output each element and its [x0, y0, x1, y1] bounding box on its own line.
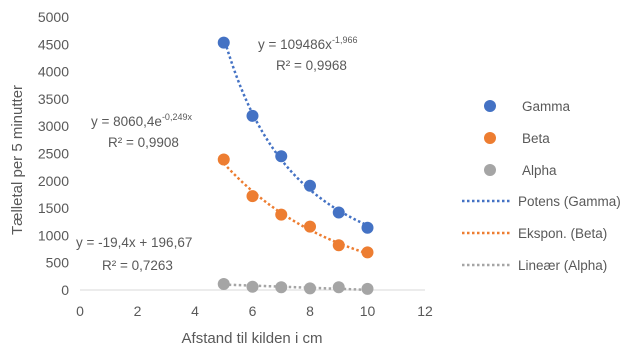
legend-label-alpha-trend: Lineær (Alpha): [518, 258, 607, 273]
data-point-gamma: [275, 150, 288, 163]
y-tick-labels: 0 500 1000 1500 2000 2500 3000 3500 4000 4500 5000: [38, 9, 69, 298]
beta-equation: y = 8060,4e-0,249x: [91, 112, 192, 129]
y-tick-label: 3500: [38, 91, 69, 107]
legend-label-alpha: Alpha: [522, 163, 557, 178]
legend-label-beta: Beta: [522, 131, 550, 146]
legend-marker-gamma: [484, 100, 496, 112]
x-tick-label: 12: [417, 303, 433, 319]
data-point-gamma: [332, 206, 345, 219]
trendline: [222, 37, 369, 227]
y-tick-label: 4500: [38, 36, 69, 52]
y-tick-label: 2000: [38, 173, 69, 189]
y-tick-label: 1000: [38, 227, 69, 243]
beta-r2: R² = 0,9908: [108, 135, 179, 150]
gamma-r2: R² = 0,9968: [276, 58, 347, 73]
x-tick-label: 4: [191, 303, 199, 319]
legend-marker-alpha: [484, 164, 496, 176]
trendline: [222, 162, 368, 255]
y-tick-label: 0: [61, 282, 69, 298]
data-point-beta: [332, 239, 345, 252]
data-point-beta: [304, 220, 316, 233]
legend: Gamma Beta Alpha Potens (Gamma) Ekspon. …: [462, 99, 621, 273]
legend-marker-beta: [484, 132, 496, 144]
data-point-gamma: [246, 109, 259, 122]
x-tick-labels: 0 2 4 6 8 10 12: [76, 303, 433, 319]
gamma-equation: y = 109486x-1,966: [258, 35, 357, 52]
y-tick-label: 2500: [38, 146, 69, 162]
data-point-alpha: [332, 281, 345, 294]
data-point-alpha: [217, 277, 230, 290]
alpha-r2: R² = 0,7263: [102, 258, 173, 273]
y-tick-label: 1500: [38, 200, 69, 216]
legend-label-gamma: Gamma: [522, 99, 571, 114]
data-point-beta: [246, 190, 259, 203]
data-point-alpha: [304, 282, 316, 295]
y-tick-label: 5000: [38, 9, 69, 25]
gamma-equation-exponent: -1,966: [332, 35, 358, 45]
data-point-beta: [275, 208, 288, 221]
x-axis-title: Afstand til kilden i cm: [182, 330, 323, 347]
x-tick-label: 8: [306, 303, 314, 319]
y-axis-title: Tælletal per 5 minutter: [9, 85, 26, 235]
trendline: [223, 283, 368, 292]
x-tick-label: 2: [134, 303, 142, 319]
data-point-gamma: [217, 36, 230, 49]
y-tick-label: 3000: [38, 118, 69, 134]
gamma-equation-main: y = 109486x: [258, 37, 332, 52]
beta-equation-exponent: -0,249x: [162, 112, 193, 122]
legend-label-gamma-trend: Potens (Gamma): [518, 194, 621, 209]
y-tick-label: 500: [46, 255, 70, 271]
x-tick-label: 10: [360, 303, 376, 319]
data-point-alpha: [275, 281, 288, 294]
data-point-beta: [361, 246, 374, 259]
x-tick-label: 0: [76, 303, 84, 319]
data-points: [217, 36, 374, 295]
beta-equation-main: y = 8060,4e: [91, 114, 162, 129]
alpha-equation: y = -19,4x + 196,67: [76, 235, 192, 250]
x-tick-label: 6: [249, 303, 257, 319]
data-point-gamma: [361, 221, 374, 234]
data-point-gamma: [304, 179, 316, 192]
data-point-alpha: [246, 280, 259, 293]
y-tick-label: 4000: [38, 64, 69, 80]
data-point-alpha: [361, 282, 374, 295]
data-point-beta: [217, 153, 230, 166]
legend-label-beta-trend: Ekspon. (Beta): [518, 226, 607, 241]
trendlines: [222, 37, 369, 292]
